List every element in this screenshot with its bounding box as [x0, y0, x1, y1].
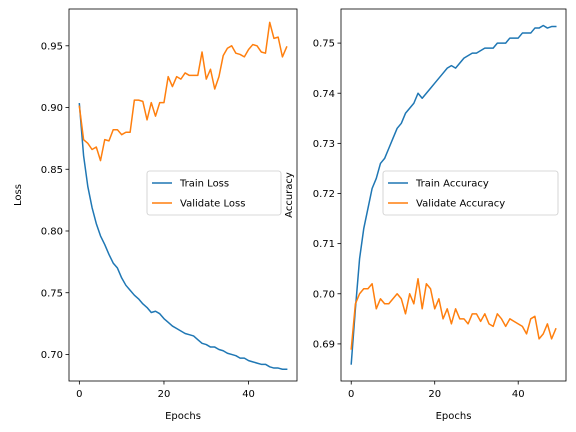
accuracy-y-tick-label: 0.75 [313, 39, 335, 50]
accuracy-legend-box [382, 170, 559, 216]
accuracy-legend-label: Validate Accuracy [416, 199, 505, 210]
loss-legend-box [146, 170, 282, 216]
accuracy-x-tick-label: 0 [348, 389, 354, 400]
accuracy-x-tick-label: 40 [512, 389, 525, 400]
loss-y-axis-label: Loss [13, 184, 24, 206]
loss-series-line-train-loss [78, 103, 288, 371]
loss-y-tick-label: 0.70 [41, 350, 63, 361]
loss-legend: Train Loss Validate Loss [146, 170, 282, 216]
accuracy-y-tick-label: 0.72 [313, 189, 335, 200]
accuracy-legend-label: Train Accuracy [415, 179, 489, 190]
loss-legend-label: Validate Loss [180, 199, 245, 210]
loss-x-tick-label: 40 [242, 389, 255, 400]
accuracy-series-line-train-accuracy [350, 24, 557, 365]
loss-x-tick-label: 0 [76, 389, 82, 400]
loss-series-line-validate-loss [78, 21, 288, 162]
accuracy-axes-frame [340, 8, 567, 382]
accuracy-y-tick-label: 0.70 [313, 289, 335, 300]
loss-legend-label: Train Loss [179, 179, 229, 190]
accuracy-y-tick-label: 0.73 [313, 139, 335, 150]
accuracy-panel: 0 20 40 0.69 0.70 0.71 0.72 0.73 0.74 0.75 Epochs A… [284, 8, 567, 422]
loss-panel: 0 20 40 0.70 0.75 0.80 0.85 0.90 0.95 Epochs Loss T… [13, 8, 298, 422]
accuracy-legend: Train Accuracy Validate Accuracy [382, 170, 559, 216]
loss-y-tick-label: 0.85 [41, 165, 63, 176]
loss-x-axis-label: Epochs [165, 411, 201, 422]
accuracy-y-tick-label: 0.71 [313, 239, 335, 250]
loss-axes-frame [68, 8, 298, 382]
accuracy-x-tick-label: 20 [428, 389, 441, 400]
accuracy-series-line-validate-accuracy [350, 277, 557, 350]
accuracy-y-axis-label: Accuracy [284, 172, 295, 218]
loss-y-tick-label: 0.95 [41, 41, 63, 52]
accuracy-x-axis-label: Epochs [436, 411, 472, 422]
loss-x-tick-label: 20 [158, 389, 171, 400]
loss-y-tick-label: 0.90 [41, 103, 63, 114]
loss-y-tick-label: 0.80 [41, 227, 63, 238]
loss-y-tick-label: 0.75 [41, 288, 63, 299]
accuracy-y-tick-label: 0.74 [313, 89, 335, 100]
accuracy-y-tick-label: 0.69 [313, 340, 335, 351]
